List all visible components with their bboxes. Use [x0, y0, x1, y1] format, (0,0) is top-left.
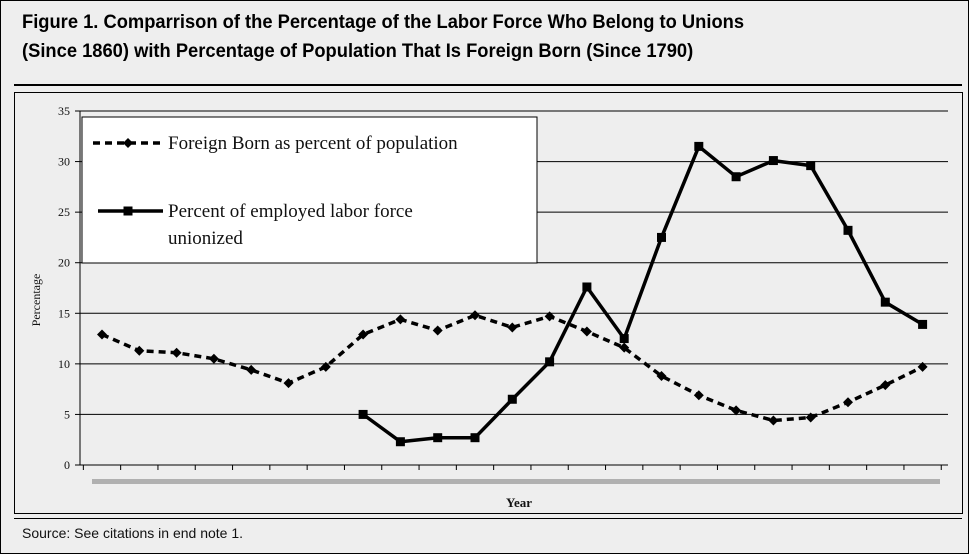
- title-line-2: (Since 1860) with Percentage of Populati…: [22, 40, 694, 62]
- footer-rule: [14, 518, 962, 519]
- y-tick-label: 35: [58, 104, 70, 118]
- legend-marker-foreign-born: [123, 138, 133, 148]
- x-axis-band: [92, 479, 940, 484]
- unionized-point: [582, 282, 592, 292]
- series-line-unionized: [362, 144, 924, 444]
- y-axis-title: Percentage: [29, 274, 43, 327]
- foreign-born-point: [208, 353, 219, 364]
- unionized-point: [768, 156, 778, 166]
- unionized-point: [395, 437, 405, 447]
- foreign-born-point: [171, 347, 182, 358]
- foreign-born-point: [917, 361, 928, 372]
- legend-marker-unionized: [123, 206, 133, 216]
- legend-label-foreign-born: Foreign Born as percent of population: [168, 133, 458, 154]
- foreign-born-point: [358, 329, 369, 340]
- foreign-born-point: [507, 322, 518, 333]
- foreign-born-point: [731, 405, 742, 416]
- title-line-1: Figure 1. Comparrison of the Percentage …: [22, 11, 745, 33]
- unionized-point: [880, 297, 890, 307]
- foreign-born-point: [246, 364, 257, 375]
- title-rule: [14, 84, 962, 86]
- foreign-born-point: [320, 361, 331, 372]
- unionized-point: [843, 225, 853, 235]
- foreign-born-point: [656, 370, 667, 381]
- unionized-point: [806, 161, 816, 171]
- foreign-born-point: [693, 390, 704, 401]
- unionized-point: [918, 319, 928, 329]
- figure-title: Figure 1. Comparrison of the Percentage …: [22, 8, 906, 66]
- unionized-point: [657, 232, 666, 242]
- unionized-point: [545, 357, 555, 367]
- foreign-born-point: [619, 342, 630, 353]
- unionized-point: [433, 433, 443, 443]
- y-tick-label: 30: [58, 155, 70, 169]
- unionized-point: [731, 172, 741, 182]
- unionized-point: [507, 394, 517, 404]
- legend-label-unionized: Percent of employed labor force unionized: [168, 201, 413, 249]
- y-tick-label: 25: [58, 205, 70, 219]
- unionized-point: [358, 409, 368, 419]
- foreign-born-point: [395, 314, 406, 325]
- y-tick-label: 10: [58, 357, 70, 371]
- foreign-born-point: [581, 326, 592, 337]
- foreign-born-point: [880, 380, 891, 391]
- y-tick-label: 0: [64, 458, 70, 472]
- foreign-born-point: [768, 415, 779, 426]
- foreign-born-point: [805, 412, 816, 423]
- source-note: Source: See citations in end note 1.: [22, 525, 244, 541]
- foreign-born-point: [470, 310, 480, 321]
- unionized-point: [619, 334, 629, 344]
- y-tick-label: 20: [58, 256, 70, 270]
- foreign-born-point: [134, 345, 145, 356]
- y-tick-label: 15: [58, 306, 70, 320]
- x-axis-title: Year: [506, 495, 532, 510]
- foreign-born-point: [432, 325, 443, 336]
- foreign-born-point: [283, 378, 294, 389]
- y-tick-label: 5: [64, 407, 70, 421]
- foreign-born-point: [97, 329, 107, 340]
- foreign-born-point: [544, 311, 555, 322]
- foreign-born-point: [843, 397, 853, 408]
- unionized-point: [694, 141, 704, 151]
- unionized-point: [470, 433, 480, 443]
